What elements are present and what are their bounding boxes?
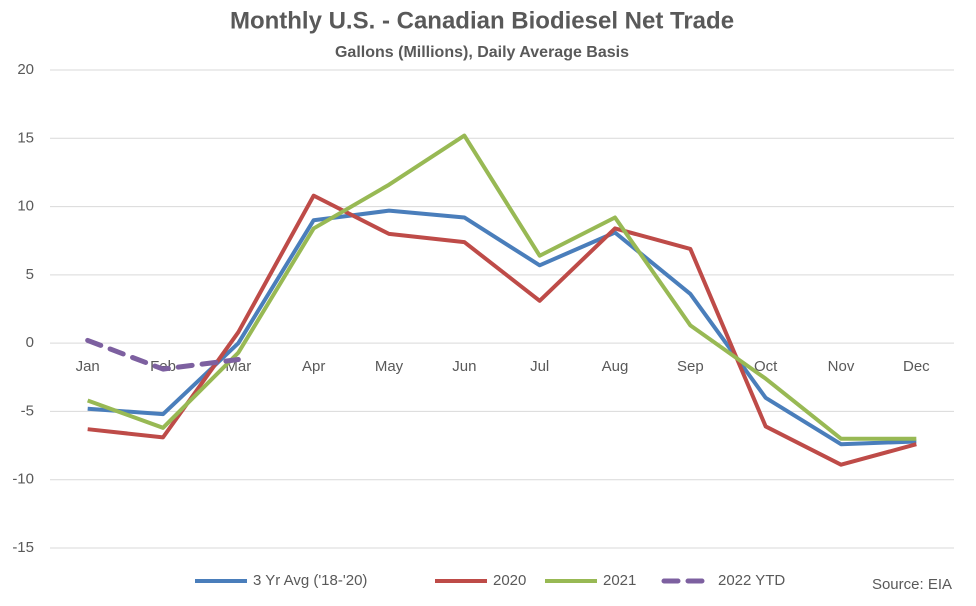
x-tick-label: Jun [452, 358, 476, 375]
x-tick-label: Apr [302, 358, 325, 375]
y-tick-label: 15 [17, 129, 34, 146]
x-tick-label: Dec [903, 358, 930, 375]
legend-label: 2022 YTD [718, 572, 785, 589]
y-tick-label: -10 [12, 471, 34, 488]
x-tick-label: Oct [754, 358, 778, 375]
y-tick-label: 5 [26, 266, 34, 283]
legend-label: 2021 [603, 572, 636, 589]
y-tick-label: -15 [12, 539, 34, 556]
x-tick-label: Jan [76, 358, 100, 375]
series-line [87, 208, 917, 447]
source-note: Source: EIA [872, 576, 952, 593]
y-tick-label: 10 [17, 198, 34, 215]
x-tick-label: Sep [677, 358, 704, 375]
x-tick-label: Jul [530, 358, 549, 375]
y-tick-label: 0 [26, 334, 34, 351]
chart-subtitle: Gallons (Millions), Daily Average Basis [335, 44, 629, 61]
legend-label: 2020 [493, 572, 526, 589]
x-tick-label: Nov [828, 358, 855, 375]
legend-label: 3 Yr Avg ('18-'20) [253, 572, 367, 589]
chart-title: Monthly U.S. - Canadian Biodiesel Net Tr… [230, 7, 734, 34]
y-tick-label: -5 [21, 402, 34, 419]
x-tick-label: Aug [602, 358, 629, 375]
series-line [86, 133, 917, 441]
series-line [85, 337, 241, 372]
x-tick-label: May [375, 358, 404, 375]
series-line [87, 193, 917, 467]
y-tick-label: 20 [17, 61, 34, 78]
